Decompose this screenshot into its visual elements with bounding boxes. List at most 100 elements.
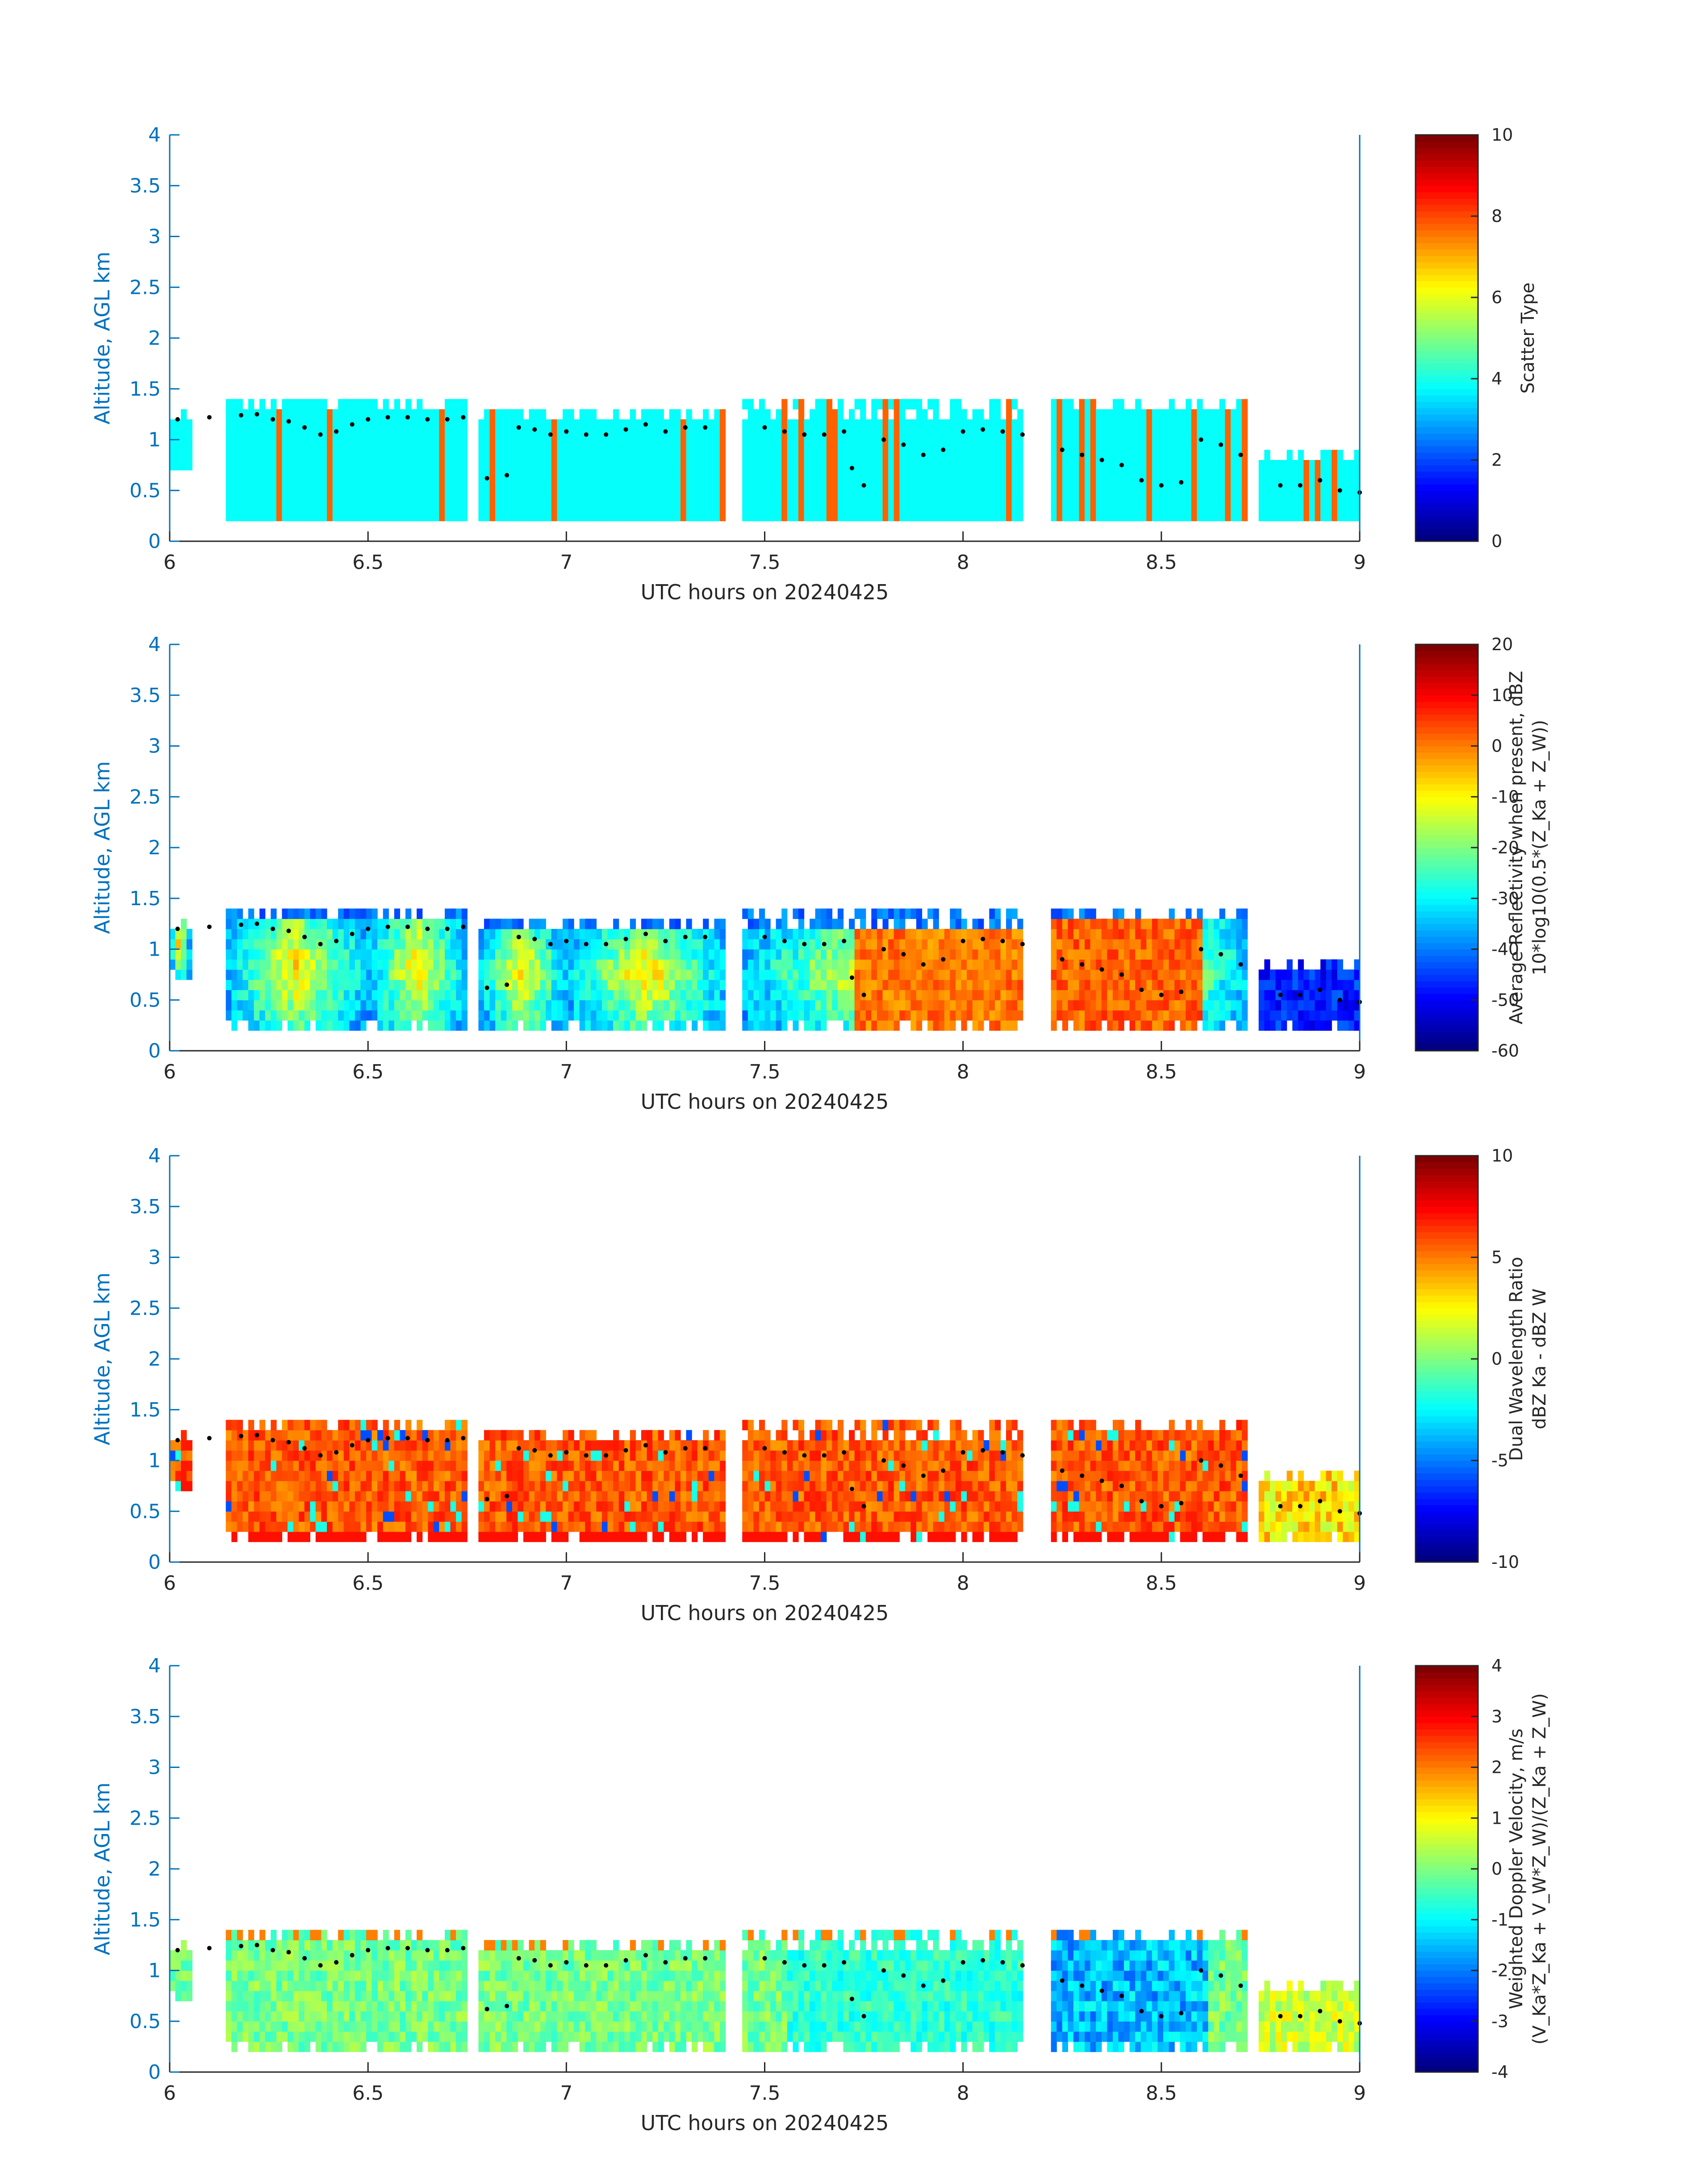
heatmap-cell [916,1000,923,1011]
heatmap-cell [254,1511,260,1522]
colorbar-tick-label: -10 [1491,787,1519,806]
heatmap-cell [815,929,821,940]
heatmap-cell [686,1000,692,1011]
heatmap-cell [798,908,805,919]
heatmap-cell [1073,419,1080,430]
heatmap-cell [271,1531,277,1542]
heatmap-cell [1152,501,1158,511]
heatmap-cell [310,439,316,450]
heatmap-cell [1051,439,1057,450]
heatmap-cell [1129,439,1136,450]
heatmap-cell [568,1010,574,1021]
heatmap-cell [310,1010,316,1021]
heatmap-cell [349,979,355,990]
x-tick-label: 7 [560,1061,572,1083]
heatmap-cell [484,1010,490,1021]
heatmap-cell [321,409,327,420]
heatmap-cell [748,1010,754,1021]
heatmap-cell [315,1521,322,1532]
heatmap-cell [288,470,294,481]
heatmap-cell [1186,919,1192,929]
heatmap-cell [658,949,664,960]
heatmap-cell [1017,929,1023,940]
heatmap-cell [1219,979,1225,990]
heatmap-cell [787,979,793,990]
heatmap-cell [1180,450,1186,460]
heatmap-cell [1152,929,1158,940]
cloud-top-dot [1318,987,1323,992]
heatmap-cell [478,450,484,460]
heatmap-cell [400,1020,406,1031]
y-tick-label: 0 [148,1040,161,1062]
heatmap-cell [411,1460,417,1471]
heatmap-cell [248,1481,255,1492]
heatmap-cell [411,450,417,460]
heatmap-cell [1225,429,1231,440]
heatmap-cell [400,1491,406,1502]
heatmap-cell [445,1481,451,1492]
heatmap-cell [360,460,367,471]
heatmap-cell [299,460,305,471]
heatmap-cell [933,480,939,491]
heatmap-cell [1309,1000,1315,1011]
heatmap-cell [388,1450,395,1461]
heatmap-cell [927,470,934,481]
heatmap-cell [417,429,423,440]
heatmap-cell [175,929,181,940]
heatmap-cell [1107,959,1113,970]
heatmap-cell [265,1000,271,1011]
heatmap-cell [540,439,546,450]
heatmap-cell [647,949,653,960]
heatmap-cell [753,959,760,970]
heatmap-cell [793,439,799,450]
heatmap-cell [282,460,288,471]
heatmap-cell [355,470,361,481]
heatmap-cell [843,1010,849,1021]
heatmap-cell [484,439,490,450]
heatmap-cell [1062,969,1068,980]
heatmap-cell [1315,470,1321,481]
heatmap-cell [641,470,647,481]
heatmap-cell [557,429,563,440]
heatmap-cell [501,919,507,929]
heatmap-cell [748,510,754,522]
heatmap-cell [607,510,614,522]
heatmap-cell [445,949,451,960]
heatmap-cell [1068,480,1074,491]
heatmap-cell [226,419,232,430]
heatmap-cell [484,1020,490,1031]
heatmap-cell [618,929,625,940]
heatmap-cell [675,979,681,990]
heatmap-cell [377,419,384,430]
heatmap-cell [417,450,423,460]
heatmap-cell [1225,939,1231,950]
heatmap-cell [1129,510,1136,522]
heatmap-cell [1090,1020,1096,1031]
heatmap-cell [439,939,445,950]
heatmap-cell [652,1000,659,1011]
heatmap-cell [849,959,855,970]
heatmap-cell [388,949,395,960]
heatmap-cell [388,1460,395,1471]
colorbar-swatch [1416,809,1478,816]
heatmap-cell [877,990,883,1000]
heatmap-cell [810,470,816,481]
heatmap-cell [1303,979,1310,990]
heatmap-cell [939,501,945,511]
heatmap-cell [1112,460,1119,471]
heatmap-cell [478,939,484,950]
heatmap-cell [1017,959,1023,970]
heatmap-cell [1146,480,1153,491]
heatmap-cell [343,510,350,522]
heatmap-cell [315,1420,322,1430]
heatmap-cell [742,501,748,511]
colorbar-tick-label: 4 [1491,369,1502,389]
heatmap-cell [933,460,939,471]
heatmap-cell [1090,429,1096,440]
heatmap-cell [343,1460,350,1471]
heatmap-cell [242,1000,249,1011]
heatmap-cell [680,1020,687,1031]
heatmap-cell [770,1000,777,1011]
heatmap-cell [417,919,423,929]
heatmap-cell [1303,1000,1310,1011]
